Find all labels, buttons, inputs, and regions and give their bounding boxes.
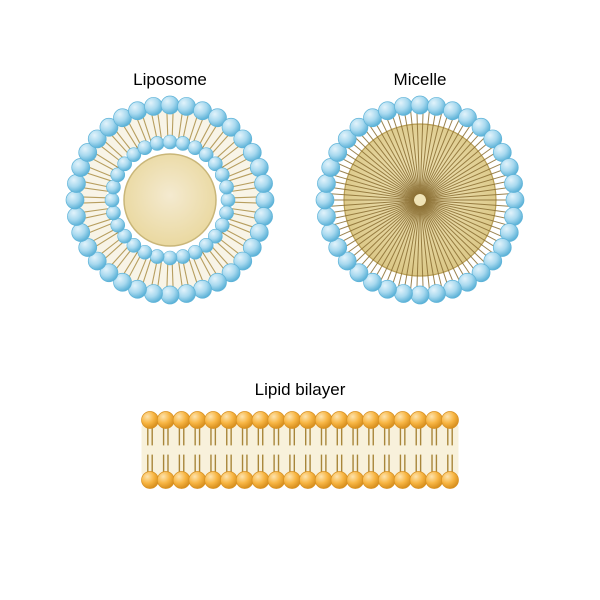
liposome [66,96,274,304]
bilayer-label: Lipid bilayer [255,380,346,400]
micelle-label: Micelle [394,70,447,90]
lipid-bilayer [142,412,459,489]
liposome-label: Liposome [133,70,207,90]
diagram-svg [0,0,600,600]
micelle [316,96,524,304]
